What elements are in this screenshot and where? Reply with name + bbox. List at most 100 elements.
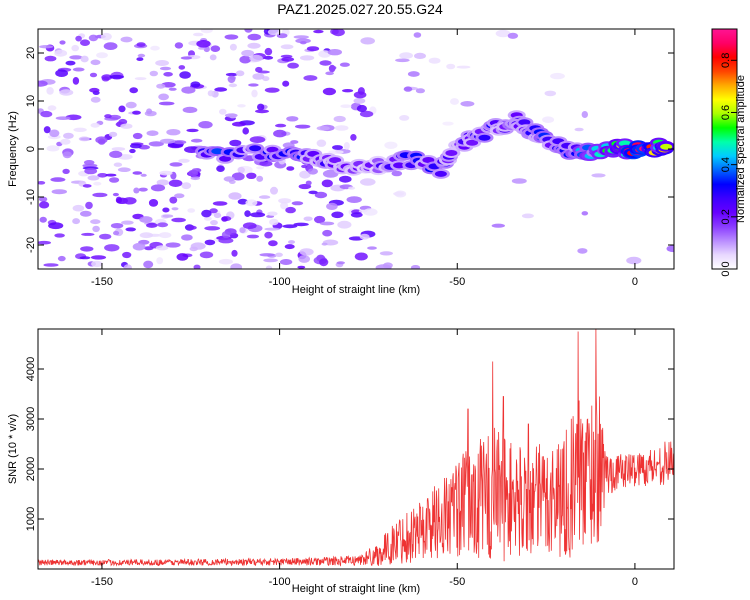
noise-blob	[332, 145, 343, 150]
noise-blob	[113, 230, 120, 236]
noise-blob	[115, 196, 122, 204]
noise-blob	[298, 255, 311, 263]
noise-blob	[301, 164, 308, 169]
noise-blob	[399, 115, 410, 121]
noise-blob	[181, 182, 192, 190]
noise-blob	[299, 55, 315, 61]
noise-blob	[269, 218, 279, 226]
noise-blob	[287, 62, 299, 69]
noise-blob	[247, 33, 262, 41]
noise-blob	[288, 240, 295, 244]
noise-blob	[47, 105, 57, 111]
track-core	[219, 155, 232, 162]
noise-blob	[44, 55, 57, 62]
spectrogram-y-label: Frequency (Hz)	[7, 111, 19, 187]
spectrogram-marks	[38, 29, 674, 269]
noise-blob	[204, 239, 216, 246]
x-tick-label: 0	[632, 576, 638, 588]
noise-blob	[333, 115, 346, 123]
snr-frame	[37, 328, 675, 570]
noise-blob	[43, 263, 59, 267]
noise-blob	[235, 70, 245, 77]
noise-blob	[321, 179, 333, 188]
y-tick-label: 20	[25, 47, 37, 59]
noise-blob	[340, 104, 352, 108]
noise-blob	[90, 96, 101, 103]
noise-blob	[80, 210, 92, 217]
noise-blob	[544, 90, 557, 97]
noise-blob	[218, 258, 233, 265]
noise-blob	[337, 220, 352, 229]
noise-blob	[511, 178, 527, 184]
y-tick-label: 0	[25, 146, 37, 152]
noise-blob	[72, 204, 85, 212]
noise-blob	[174, 193, 185, 199]
noise-blob	[187, 225, 197, 230]
noise-blob	[87, 175, 100, 181]
noise-blob	[210, 220, 218, 226]
noise-blob	[129, 148, 136, 154]
noise-blob	[139, 216, 153, 223]
noise-blob	[39, 216, 47, 223]
noise-blob	[150, 45, 160, 51]
colorbar-tick-label: 0.6	[720, 105, 732, 120]
noise-blob	[157, 222, 169, 228]
noise-blob	[132, 110, 141, 115]
noise-blob	[120, 36, 133, 43]
noise-blob	[60, 138, 71, 145]
noise-blob	[456, 65, 471, 69]
noise-blob	[278, 198, 292, 204]
noise-blob	[228, 192, 242, 200]
noise-blob	[327, 49, 342, 56]
noise-blob	[224, 34, 239, 40]
noise-blob	[109, 74, 125, 79]
noise-blob	[326, 202, 338, 210]
noise-blob	[264, 47, 273, 56]
noise-blob	[176, 253, 189, 261]
noise-blob	[339, 175, 352, 183]
noise-blob	[83, 160, 95, 165]
noise-blob	[223, 176, 235, 182]
noise-blob	[117, 167, 131, 172]
noise-blob	[186, 128, 199, 133]
noise-blob	[331, 211, 344, 219]
noise-blob	[113, 162, 123, 167]
y-tick-label: -10	[25, 189, 37, 205]
noise-blob	[137, 53, 146, 58]
noise-blob	[173, 140, 187, 145]
noise-blob	[92, 225, 100, 233]
noise-blob	[125, 227, 136, 232]
x-tick-label: -150	[91, 576, 113, 588]
noise-blob	[196, 40, 211, 48]
noise-blob	[90, 255, 107, 260]
noise-blob	[267, 29, 281, 36]
noise-blob	[120, 123, 133, 129]
noise-blob	[118, 118, 128, 125]
noise-blob	[407, 71, 420, 77]
noise-blob	[103, 42, 118, 50]
noise-blob	[446, 63, 456, 70]
noise-blob	[391, 170, 403, 177]
noise-blob	[216, 165, 225, 172]
noise-blob	[101, 74, 113, 81]
noise-blob	[71, 44, 79, 52]
noise-blob	[109, 177, 120, 183]
noise-blob	[237, 165, 253, 174]
x-tick-label: -50	[449, 276, 465, 288]
noise-blob	[303, 216, 313, 222]
noise-blob	[204, 216, 212, 221]
noise-blob	[415, 88, 425, 94]
noise-blob	[199, 251, 214, 259]
noise-blob	[321, 242, 328, 246]
noise-blob	[252, 73, 265, 80]
noise-blob	[187, 208, 196, 213]
noise-blob	[190, 176, 200, 181]
noise-blob	[521, 213, 534, 219]
noise-blob	[350, 134, 357, 141]
noise-blob	[319, 221, 335, 226]
noise-blob	[300, 41, 307, 45]
noise-blob	[59, 40, 66, 45]
noise-blob	[581, 111, 588, 118]
